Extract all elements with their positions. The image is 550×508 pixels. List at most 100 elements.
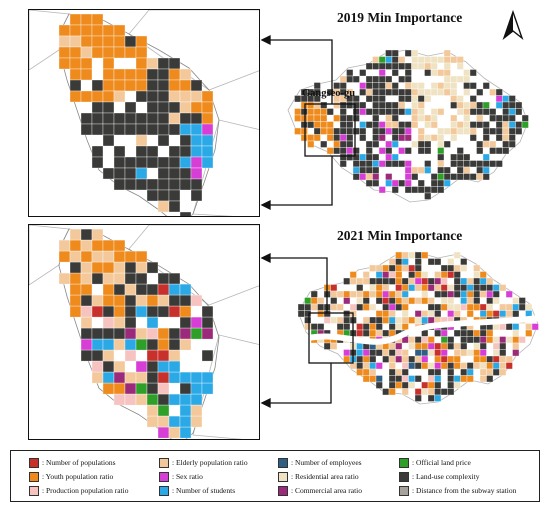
grid-cell-sex-ratio	[339, 134, 347, 142]
grid-cell-number-of-students	[466, 368, 474, 376]
grid-cell-residential-area-ratio	[417, 82, 425, 90]
grid-cell-residential-area-ratio	[479, 362, 487, 370]
grid-cell-land-use-complexity	[385, 49, 393, 57]
grid-cell-production-population-ratio	[499, 323, 507, 331]
grid-cell-youth-population-ratio	[317, 310, 325, 318]
legend-label: : Number of employees	[291, 458, 362, 467]
grid-cell-land-use-complexity	[473, 277, 481, 285]
grid-cell-land-use-complexity	[404, 75, 412, 83]
grid-cell-residential-area-ratio	[512, 297, 520, 305]
grid-cell-number-of-populations	[447, 271, 455, 279]
grid-cell-land-use-complexity	[502, 114, 510, 122]
grid-cell-land-use-complexity	[365, 147, 373, 155]
grid-cell-production-population-ratio	[401, 375, 409, 383]
grid-cell-elderly-population-ratio	[375, 264, 383, 272]
legend-swatch	[159, 471, 169, 482]
grid-cell-land-use-complexity	[352, 173, 360, 181]
grid-cell-land-use-complexity	[339, 121, 347, 129]
grid-cell-land-use-complexity	[486, 297, 494, 305]
grid-cell-land-use-complexity	[424, 160, 432, 168]
grid-cell-residential-area-ratio	[417, 108, 425, 116]
legend-label: : Number of students	[172, 486, 236, 495]
grid-cell-residential-area-ratio	[450, 121, 458, 129]
grid-cell-land-use-complexity	[372, 121, 380, 129]
grid-cell-elderly-population-ratio	[499, 355, 507, 363]
grid-cell-residential-area-ratio	[427, 362, 435, 370]
grid-cell-youth-population-ratio	[362, 290, 370, 298]
grid-cell-elderly-population-ratio	[401, 388, 409, 396]
grid-cell-land-use-complexity	[356, 362, 364, 370]
grid-cell-elderly-population-ratio	[430, 121, 438, 129]
grid-cell-land-use-complexity	[502, 101, 510, 109]
grid-cell-land-use-complexity	[469, 82, 477, 90]
grid-cell-land-use-complexity	[346, 75, 354, 83]
grid-cell-number-of-students	[359, 153, 367, 161]
grid-cell-elderly-population-ratio	[411, 88, 419, 96]
grid-cell-land-use-complexity	[447, 375, 455, 383]
grid-cell-number-of-populations	[440, 355, 448, 363]
grid-cell-land-use-complexity	[102, 134, 115, 147]
grid-cell-elderly-population-ratio	[443, 88, 451, 96]
grid-cell-land-use-complexity	[476, 166, 484, 174]
grid-cell-land-use-complexity	[378, 82, 386, 90]
grid-cell-number-of-students	[401, 258, 409, 266]
grid-cell-residential-area-ratio	[463, 88, 471, 96]
grid-cell-youth-population-ratio	[375, 310, 383, 318]
grid-cell-youth-population-ratio	[326, 127, 334, 135]
grid-cell-land-use-complexity	[391, 186, 399, 194]
grid-cell-land-use-complexity	[300, 121, 308, 129]
grid-cell-land-use-complexity	[486, 375, 494, 383]
grid-cell-number-of-students	[434, 394, 442, 402]
grid-cell-youth-population-ratio	[453, 355, 461, 363]
grid-cell-number-of-students	[479, 310, 487, 318]
grid-cell-commercial-area-ratio	[378, 134, 386, 142]
grid-cell-land-use-complexity	[424, 140, 432, 148]
grid-cell-elderly-population-ratio	[411, 166, 419, 174]
grid-cell-commercial-area-ratio	[382, 271, 390, 279]
grid-cell-youth-population-ratio	[388, 388, 396, 396]
grid-cell-elderly-population-ratio	[486, 277, 494, 285]
grid-cell-elderly-population-ratio	[463, 108, 471, 116]
grid-cell-land-use-complexity	[388, 297, 396, 305]
grid-cell-production-population-ratio	[349, 303, 357, 311]
legend-item-land-use-complexity: : Land-use complexity	[399, 470, 479, 483]
grid-cell-land-use-complexity	[372, 134, 380, 142]
grid-cell-elderly-population-ratio	[382, 349, 390, 357]
grid-cell-land-use-complexity	[372, 108, 380, 116]
grid-cell-residential-area-ratio	[447, 258, 455, 266]
grid-cell-land-use-complexity	[372, 153, 380, 161]
grid-cell-elderly-population-ratio	[489, 140, 497, 148]
grid-cell-youth-population-ratio	[401, 323, 409, 331]
grid-cell-land-use-complexity	[408, 271, 416, 279]
grid-cell-land-use-complexity	[352, 127, 360, 135]
grid-cell-youth-population-ratio	[313, 114, 321, 122]
zoom-box-2019	[304, 103, 356, 157]
grid-cell-land-use-complexity	[378, 101, 386, 109]
grid-cell-land-use-complexity	[330, 297, 338, 305]
grid-cell-production-population-ratio	[323, 316, 331, 324]
grid-cell-land-use-complexity	[424, 192, 432, 200]
grid-cell-land-use-complexity	[382, 355, 390, 363]
grid-cell-land-use-complexity	[300, 108, 308, 116]
grid-cell-elderly-population-ratio	[385, 114, 393, 122]
grid-cell-land-use-complexity	[382, 303, 390, 311]
grid-cell-commercial-area-ratio	[372, 173, 380, 181]
grid-cell-elderly-population-ratio	[362, 271, 370, 279]
grid-cell-elderly-population-ratio	[356, 290, 364, 298]
grid-cell-land-use-complexity	[294, 95, 302, 103]
grid-cell-land-use-complexity	[365, 179, 373, 187]
grid-cell-land-use-complexity	[333, 147, 341, 155]
grid-cell-land-use-complexity	[482, 108, 490, 116]
grid-cell-land-use-complexity	[469, 95, 477, 103]
grid-cell-number-of-populations	[434, 349, 442, 357]
grid-cell-land-use-complexity	[362, 297, 370, 305]
grid-cell-land-use-complexity	[460, 258, 468, 266]
grid-cell-residential-area-ratio	[430, 69, 438, 77]
grid-cell-land-use-complexity	[447, 336, 455, 344]
grid-cell-land-use-complexity	[424, 186, 432, 194]
grid-cell-land-use-complexity	[421, 329, 429, 337]
grid-cell-youth-population-ratio	[313, 108, 321, 116]
grid-cell-youth-population-ratio	[427, 381, 435, 389]
grid-cell-elderly-population-ratio	[499, 284, 507, 292]
grid-cell-land-use-complexity	[440, 388, 448, 396]
